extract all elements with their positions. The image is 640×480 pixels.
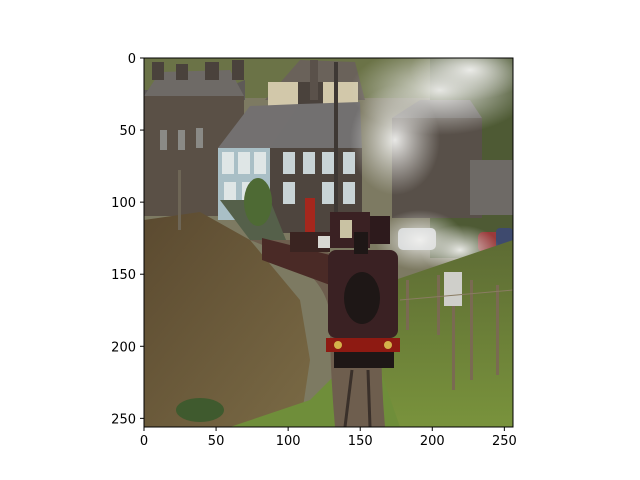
grass-embankment: [378, 240, 513, 427]
y-tick-label: 250: [111, 412, 136, 427]
x-tick-label: 150: [348, 434, 373, 449]
train-photo: [144, 58, 513, 427]
steam-cloud: [350, 58, 513, 275]
x-tick-label: 100: [276, 434, 301, 449]
y-tick-label: 150: [111, 268, 136, 283]
x-tick-label: 0: [140, 434, 148, 449]
train-carriages: [262, 232, 332, 285]
utility-pole: [178, 170, 181, 230]
y-tick-label: 100: [111, 196, 136, 211]
fence: [399, 272, 513, 390]
x-tick-label: 250: [492, 434, 517, 449]
axes-frame: [143, 57, 514, 428]
x-tick-label: 200: [420, 434, 445, 449]
y-tick-label: 50: [119, 124, 136, 139]
x-tick-label: 50: [208, 434, 225, 449]
x-axis: 0 50 100 150 200 250: [140, 427, 517, 449]
y-tick-label: 200: [111, 340, 136, 355]
steam-locomotive: [326, 212, 400, 368]
roadside-bushes: [144, 178, 310, 427]
y-tick-label: 0: [128, 52, 136, 67]
y-axis: 0 50 100 150 200 250: [111, 52, 144, 427]
